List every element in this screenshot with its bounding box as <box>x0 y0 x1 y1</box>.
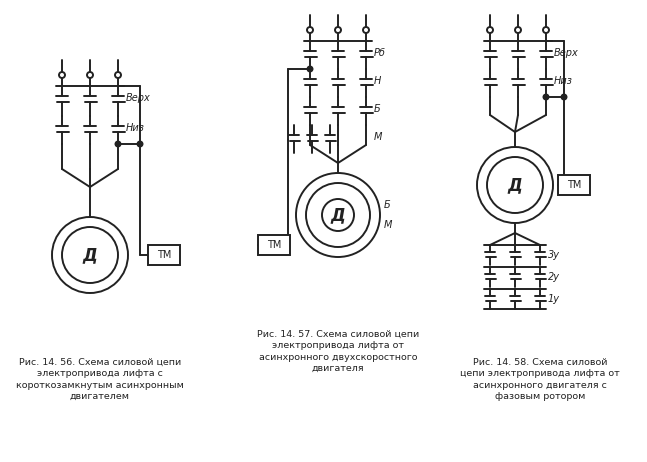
Text: ТМ: ТМ <box>157 250 171 260</box>
Circle shape <box>138 141 142 146</box>
Circle shape <box>515 27 521 33</box>
Text: Д: Д <box>83 246 98 264</box>
Text: Верх: Верх <box>554 48 579 58</box>
Text: Н: Н <box>374 76 381 86</box>
Text: М: М <box>374 132 382 142</box>
Text: Рис. 14. 56. Схема силовой цепи
электропривода лифта с
короткозамкнутым асинхрон: Рис. 14. 56. Схема силовой цепи электроп… <box>16 358 184 401</box>
Text: 1у: 1у <box>548 294 560 304</box>
Circle shape <box>477 147 553 223</box>
Text: Низ: Низ <box>554 76 573 86</box>
Text: 3у: 3у <box>548 250 560 260</box>
Circle shape <box>543 95 549 99</box>
Circle shape <box>543 27 549 33</box>
Text: ТМ: ТМ <box>267 240 281 250</box>
Circle shape <box>59 72 65 78</box>
Text: Б: Б <box>384 200 391 210</box>
Text: Д: Д <box>508 176 522 194</box>
Text: Верх: Верх <box>126 93 151 103</box>
Circle shape <box>116 141 120 146</box>
Text: Рб: Рб <box>374 48 386 58</box>
Circle shape <box>363 27 369 33</box>
Text: Низ: Низ <box>126 123 145 133</box>
Circle shape <box>307 67 313 72</box>
Circle shape <box>306 183 370 247</box>
Bar <box>258 235 290 255</box>
Circle shape <box>307 27 313 33</box>
Circle shape <box>487 157 543 213</box>
Bar <box>148 245 180 265</box>
Text: М: М <box>384 220 392 230</box>
Circle shape <box>487 27 493 33</box>
Text: Д: Д <box>331 206 345 224</box>
Text: Б: Б <box>374 104 380 114</box>
Text: Рис. 14. 57. Схема силовой цепи
электропривода лифта от
асинхронного двухскорост: Рис. 14. 57. Схема силовой цепи электроп… <box>257 330 419 373</box>
Bar <box>558 175 590 195</box>
Circle shape <box>62 227 118 283</box>
Circle shape <box>87 72 93 78</box>
Circle shape <box>52 217 128 293</box>
Circle shape <box>335 27 341 33</box>
Circle shape <box>562 95 567 99</box>
Circle shape <box>322 199 354 231</box>
Text: 2у: 2у <box>548 272 560 282</box>
Text: Рис. 14. 58. Схема силовой
цепи электропривода лифта от
асинхронного двигателя с: Рис. 14. 58. Схема силовой цепи электроп… <box>460 358 620 401</box>
Circle shape <box>296 173 380 257</box>
Text: ТМ: ТМ <box>567 180 581 190</box>
Circle shape <box>115 72 121 78</box>
